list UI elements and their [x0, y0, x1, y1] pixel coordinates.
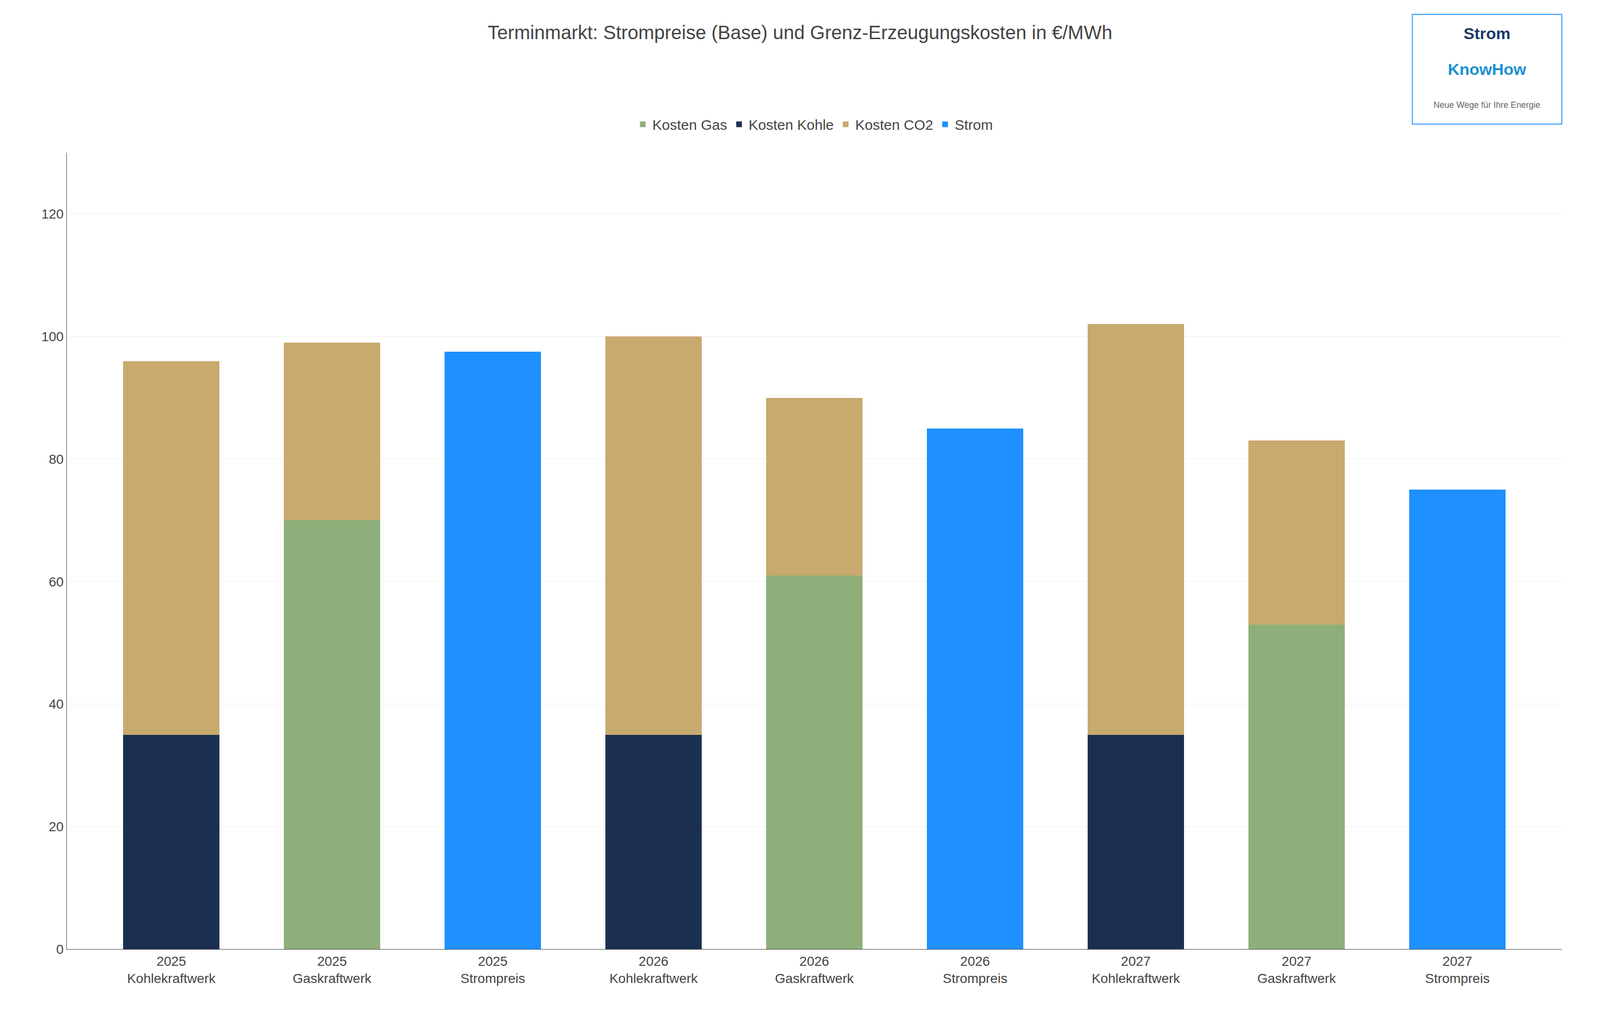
svg-text:80: 80 [48, 451, 64, 467]
svg-text:2026Strompreis: 2026Strompreis [942, 953, 1008, 986]
svg-text:Strom: Strom [954, 116, 993, 133]
svg-text:Kosten CO2: Kosten CO2 [855, 116, 934, 133]
svg-text:2027Kohlekraftwerk: 2027Kohlekraftwerk [1091, 953, 1181, 986]
svg-text:2027Gaskraftwerk: 2027Gaskraftwerk [1257, 953, 1337, 986]
svg-text:Neue Wege für Ihre Energie: Neue Wege für Ihre Energie [1433, 100, 1541, 110]
svg-text:Terminmarkt: Strompreise (Base: Terminmarkt: Strompreise (Base) und Gren… [487, 21, 1112, 43]
svg-text:20: 20 [48, 819, 64, 834]
svg-text:120: 120 [41, 206, 64, 222]
svg-text:2025Strompreis: 2025Strompreis [460, 953, 525, 986]
svg-text:KnowHow: KnowHow [1447, 60, 1527, 79]
svg-text:100: 100 [41, 329, 64, 344]
svg-text:0: 0 [56, 941, 64, 957]
svg-text:Kosten Gas: Kosten Gas [652, 116, 728, 133]
svg-text:2025Gaskraftwerk: 2025Gaskraftwerk [292, 953, 373, 986]
svg-text:60: 60 [48, 573, 64, 589]
svg-text:2025Kohlekraftwerk: 2025Kohlekraftwerk [126, 953, 216, 986]
svg-text:40: 40 [48, 696, 64, 712]
svg-text:2026Kohlekraftwerk: 2026Kohlekraftwerk [609, 953, 698, 986]
svg-text:Kosten Kohle: Kosten Kohle [748, 116, 834, 133]
svg-text:2027Strompreis: 2027Strompreis [1424, 953, 1490, 986]
svg-text:Strom: Strom [1463, 24, 1511, 43]
svg-text:2026Gaskraftwerk: 2026Gaskraftwerk [775, 953, 855, 986]
